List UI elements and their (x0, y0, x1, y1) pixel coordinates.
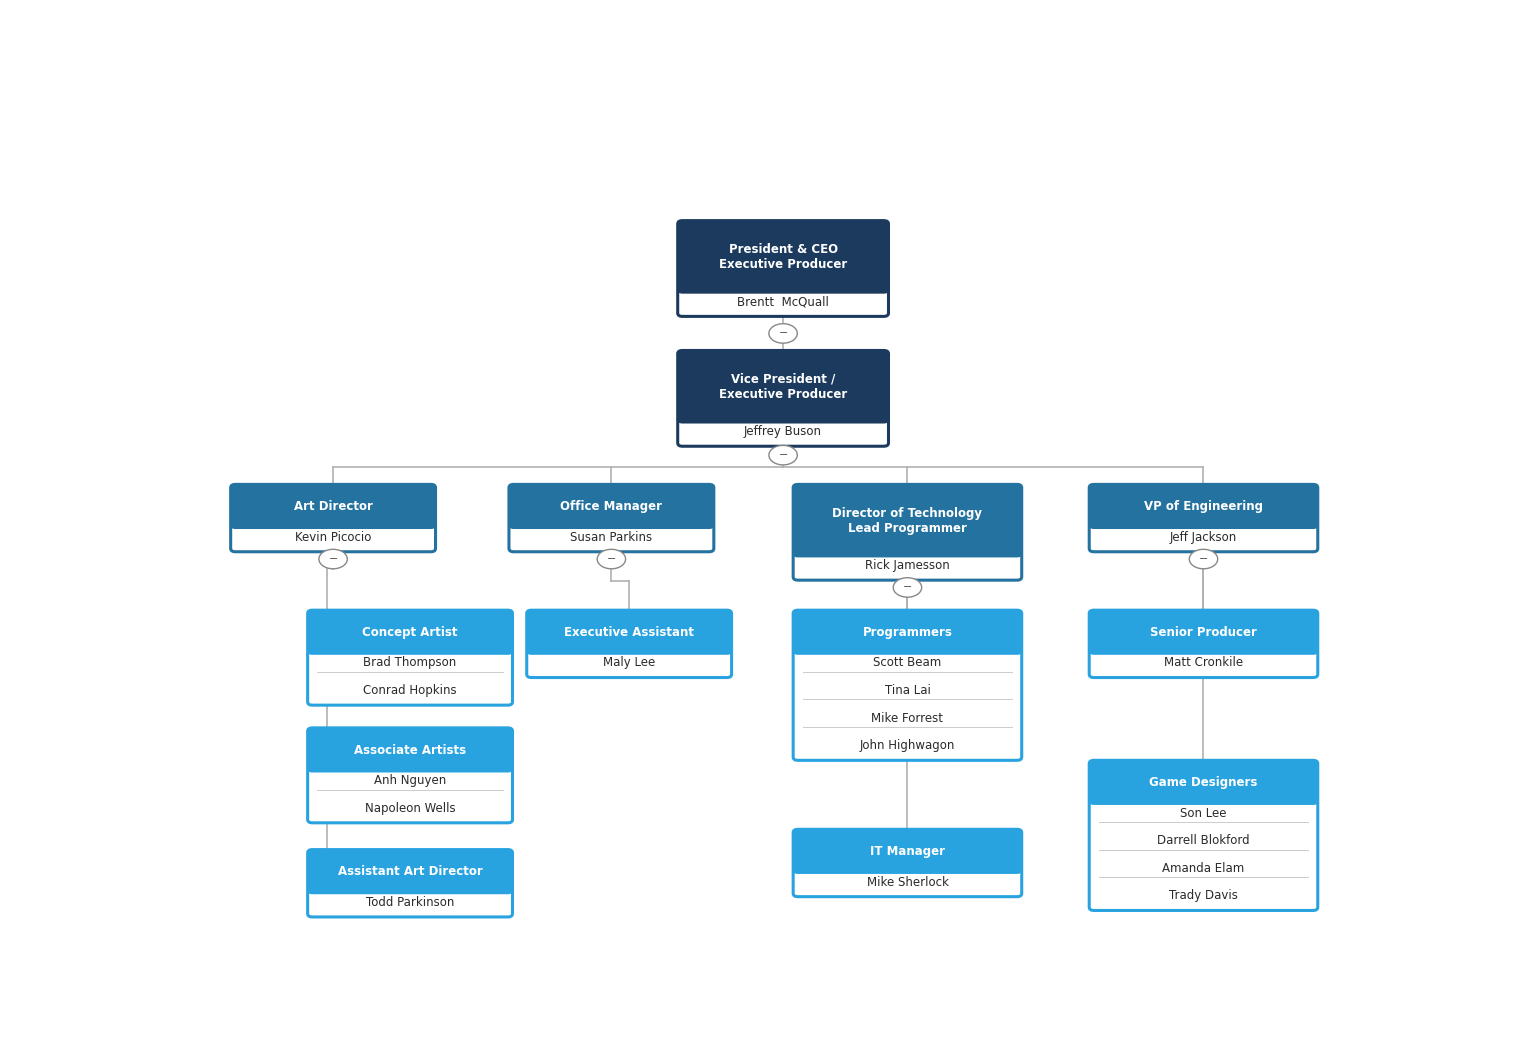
FancyBboxPatch shape (678, 220, 888, 316)
FancyBboxPatch shape (793, 485, 1022, 558)
Bar (798, 864, 1018, 871)
Text: Director of Technology
Lead Programmer: Director of Technology Lead Programmer (833, 507, 983, 535)
Circle shape (894, 578, 921, 598)
Text: Anh Nguyen: Anh Nguyen (374, 774, 446, 787)
Circle shape (597, 549, 625, 569)
Bar (312, 884, 507, 891)
Text: Matt Cronkile: Matt Cronkile (1164, 657, 1244, 669)
Text: Mike Forrest: Mike Forrest (871, 711, 943, 724)
Bar (683, 284, 883, 291)
Text: Son Lee: Son Lee (1180, 806, 1227, 820)
Text: Conrad Hopkins: Conrad Hopkins (364, 684, 457, 697)
Bar (1094, 520, 1313, 526)
Text: Maly Lee: Maly Lee (604, 657, 656, 669)
Bar (683, 414, 883, 421)
Text: Assistant Art Director: Assistant Art Director (338, 865, 483, 878)
Text: Programmers: Programmers (862, 626, 952, 639)
FancyBboxPatch shape (527, 610, 732, 655)
Text: IT Manager: IT Manager (869, 845, 944, 858)
Text: Office Manager: Office Manager (561, 501, 663, 513)
FancyBboxPatch shape (307, 610, 512, 705)
Text: Brentt  McQuall: Brentt McQuall (736, 295, 830, 308)
Text: John Highwagon: John Highwagon (860, 739, 955, 753)
Text: Todd Parkinson: Todd Parkinson (365, 896, 454, 909)
Text: Game Designers: Game Designers (1149, 776, 1258, 789)
Text: Napoleon Wells: Napoleon Wells (365, 802, 455, 815)
Text: Mike Sherlock: Mike Sherlock (866, 876, 949, 889)
Text: Associate Artists: Associate Artists (354, 744, 466, 757)
Text: Senior Producer: Senior Producer (1151, 626, 1258, 639)
Text: Amanda Elam: Amanda Elam (1163, 862, 1245, 875)
Circle shape (319, 549, 347, 569)
FancyBboxPatch shape (793, 829, 1022, 897)
Text: Jeffrey Buson: Jeffrey Buson (744, 425, 822, 438)
Text: −: − (607, 554, 616, 564)
Text: Tina Lai: Tina Lai (885, 684, 931, 697)
FancyBboxPatch shape (307, 850, 512, 894)
Bar (513, 520, 709, 526)
Text: Art Director: Art Director (293, 501, 373, 513)
FancyBboxPatch shape (1089, 760, 1317, 805)
FancyBboxPatch shape (307, 850, 512, 917)
FancyBboxPatch shape (509, 485, 714, 529)
Text: Trady Davis: Trady Davis (1169, 890, 1238, 902)
Text: Scott Beam: Scott Beam (874, 657, 941, 669)
Text: Brad Thompson: Brad Thompson (364, 657, 457, 669)
FancyBboxPatch shape (307, 610, 512, 655)
FancyBboxPatch shape (1089, 485, 1317, 551)
FancyBboxPatch shape (231, 485, 435, 529)
FancyBboxPatch shape (1089, 760, 1317, 911)
Bar (235, 520, 431, 526)
Bar (312, 645, 507, 651)
Circle shape (769, 324, 798, 344)
Text: Kevin Picocio: Kevin Picocio (295, 530, 371, 544)
Text: −: − (329, 554, 338, 564)
Circle shape (769, 446, 798, 465)
Text: Susan Parkins: Susan Parkins (570, 530, 652, 544)
Text: Concept Artist: Concept Artist (362, 626, 458, 639)
Text: −: − (778, 329, 788, 338)
FancyBboxPatch shape (1089, 610, 1317, 678)
FancyBboxPatch shape (678, 351, 888, 424)
Text: VP of Engineering: VP of Engineering (1144, 501, 1264, 513)
FancyBboxPatch shape (793, 485, 1022, 580)
Text: −: − (903, 583, 912, 592)
FancyBboxPatch shape (678, 351, 888, 446)
Text: Vice President /
Executive Producer: Vice President / Executive Producer (720, 373, 847, 401)
Text: −: − (778, 450, 788, 461)
FancyBboxPatch shape (678, 220, 888, 294)
FancyBboxPatch shape (793, 610, 1022, 655)
Bar (1094, 645, 1313, 651)
FancyBboxPatch shape (307, 728, 512, 823)
Text: Rick Jamesson: Rick Jamesson (865, 559, 950, 572)
Text: Jeff Jackson: Jeff Jackson (1170, 530, 1238, 544)
FancyBboxPatch shape (527, 610, 732, 678)
FancyBboxPatch shape (793, 829, 1022, 874)
Circle shape (1189, 549, 1218, 569)
Text: President & CEO
Executive Producer: President & CEO Executive Producer (720, 243, 847, 271)
Bar (312, 763, 507, 769)
Text: −: − (1199, 554, 1209, 564)
FancyBboxPatch shape (231, 485, 435, 551)
Bar (1094, 795, 1313, 802)
FancyBboxPatch shape (1089, 485, 1317, 529)
Bar (798, 645, 1018, 651)
FancyBboxPatch shape (793, 610, 1022, 760)
FancyBboxPatch shape (509, 485, 714, 551)
Bar (798, 548, 1018, 554)
FancyBboxPatch shape (307, 728, 512, 773)
Text: Darrell Blokford: Darrell Blokford (1157, 834, 1250, 847)
FancyBboxPatch shape (1089, 610, 1317, 655)
Bar (532, 645, 727, 651)
Text: Executive Assistant: Executive Assistant (564, 626, 694, 639)
